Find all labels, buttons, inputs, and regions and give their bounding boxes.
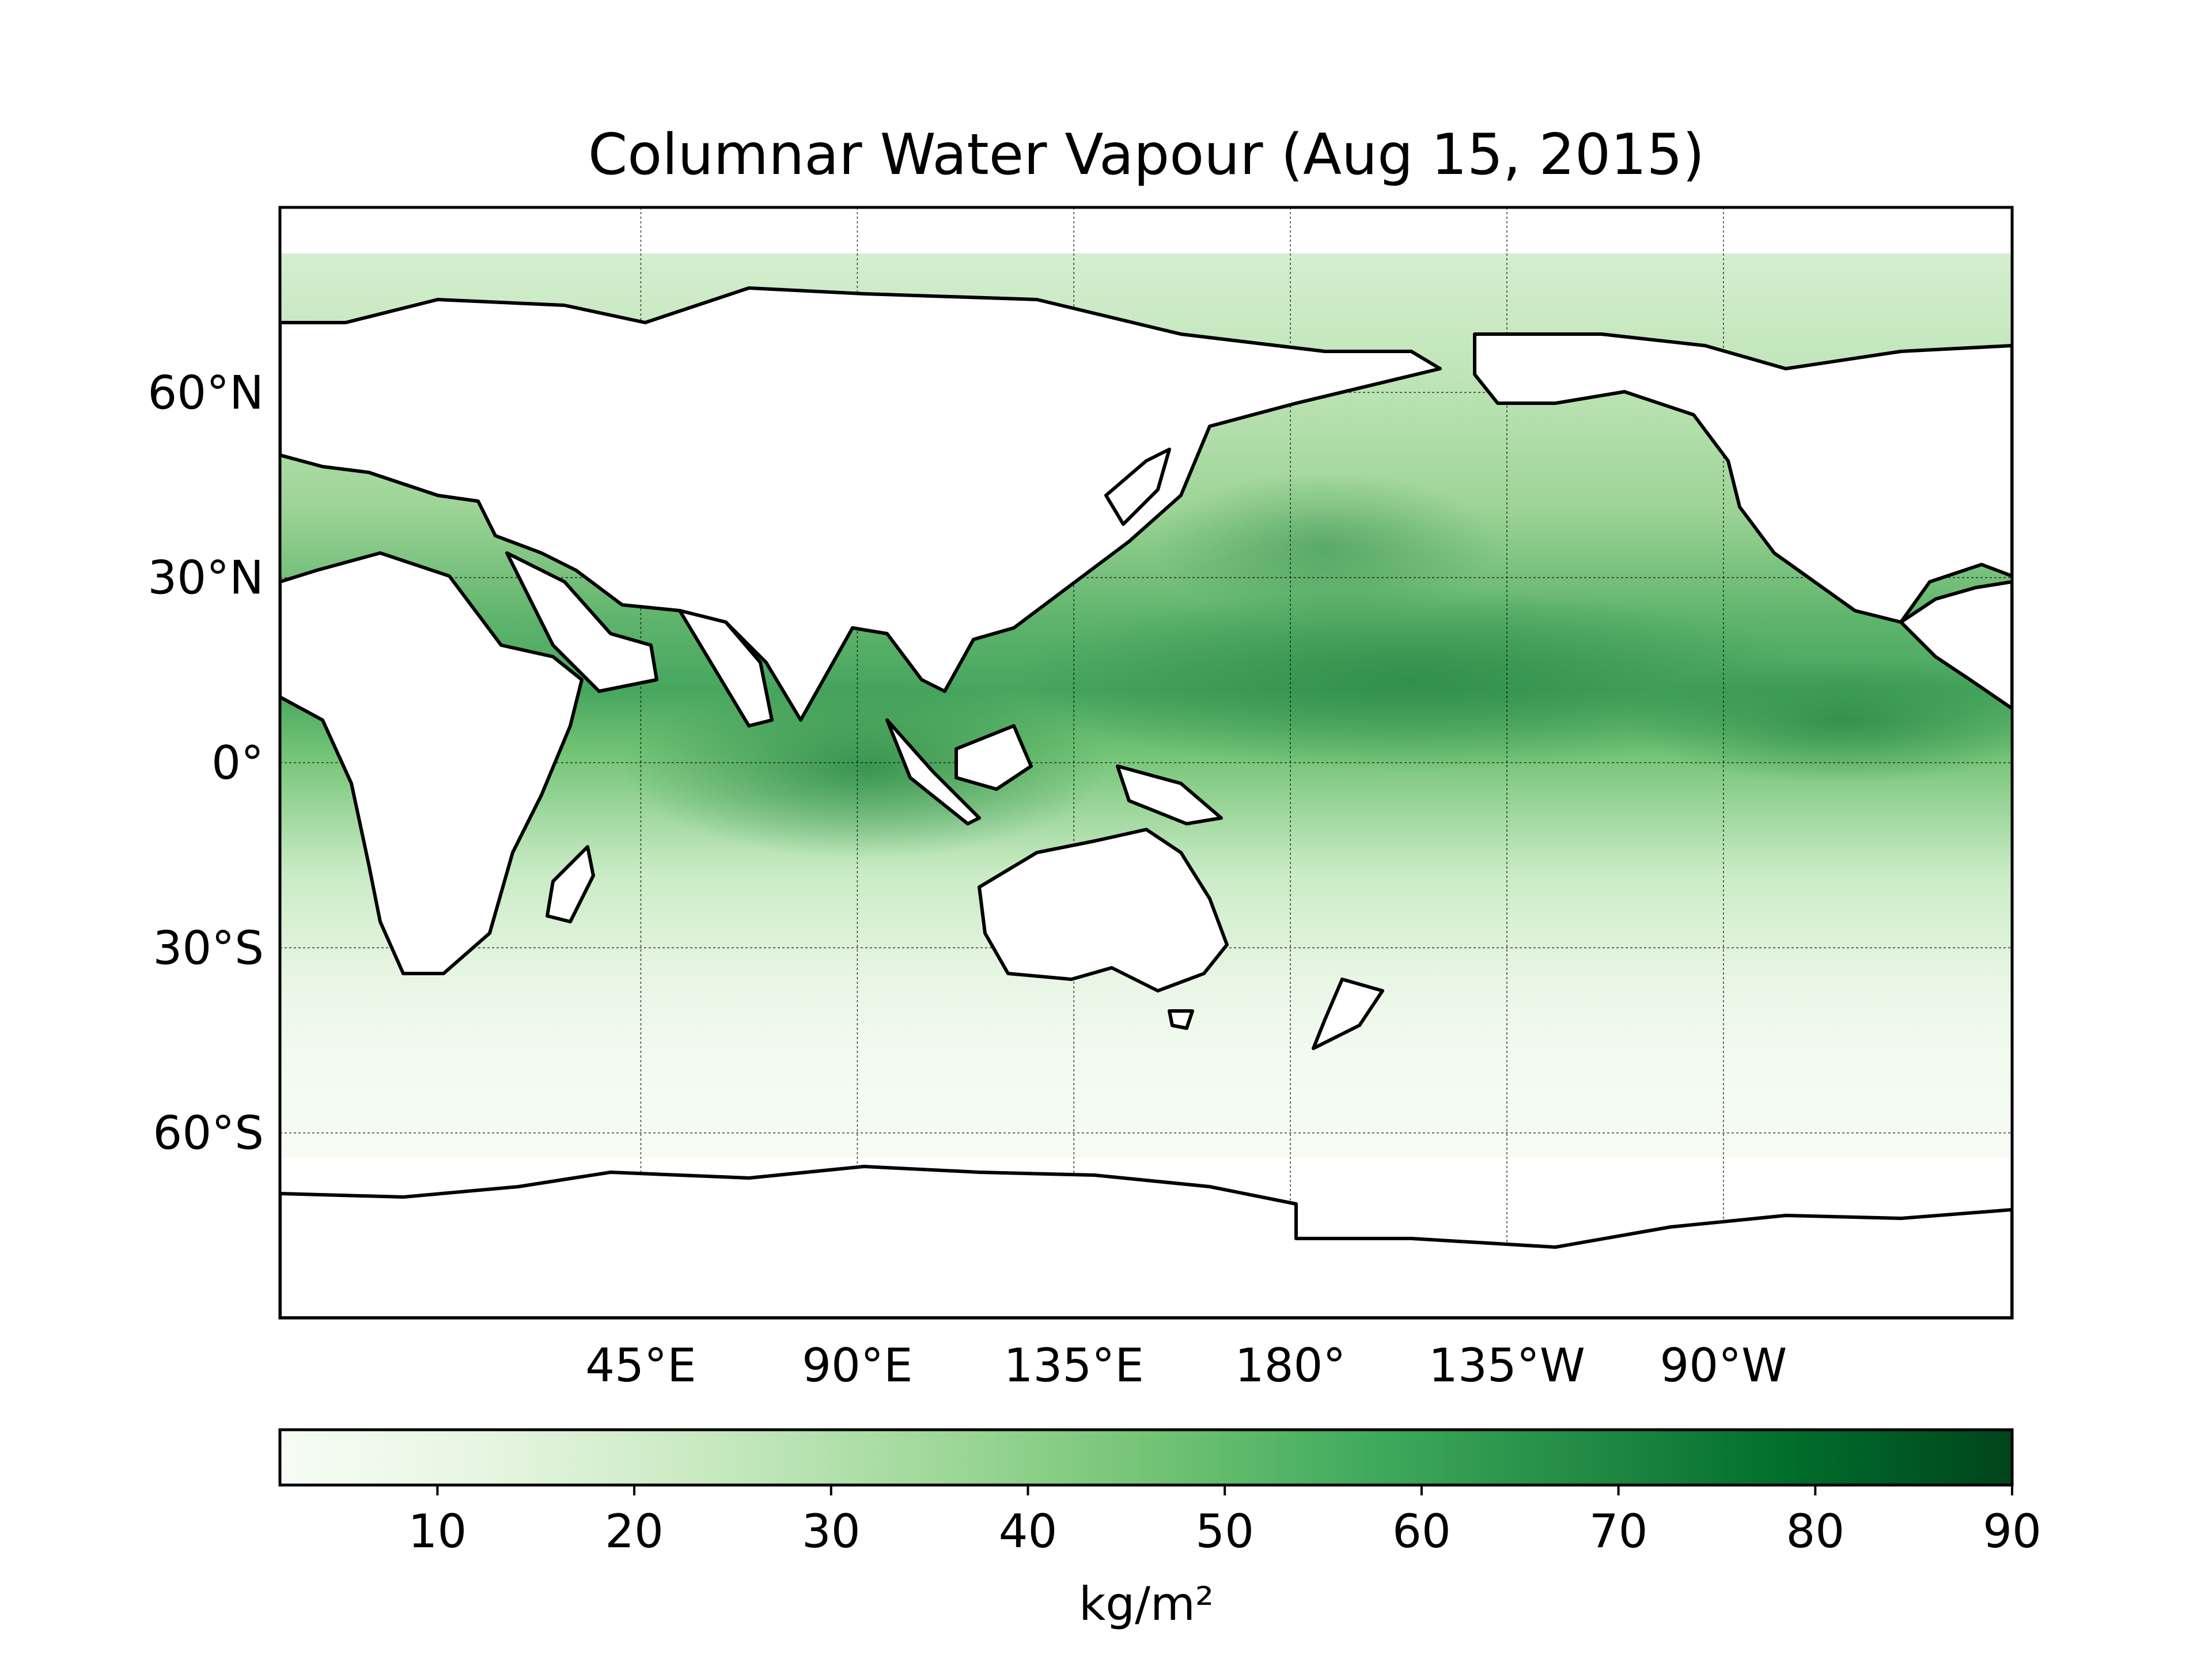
colorbar: 10 20 30 40 50 60 70 80 90 kg/m² bbox=[278, 1428, 2041, 1631]
landmass-new-guinea bbox=[1116, 764, 1223, 825]
moisture-max-north-pacific bbox=[1152, 472, 1498, 622]
lon-tick-label: 180° bbox=[1235, 1339, 1346, 1392]
colorbar-tick-label: 90 bbox=[1983, 1505, 2041, 1558]
map-title: Columnar Water Vapour (Aug 15, 2015) bbox=[588, 122, 1705, 188]
map-axes bbox=[280, 207, 2012, 1318]
landmass-india bbox=[678, 609, 774, 728]
longitude-labels: 45°E 90°E 135°E 180° 135°W 90°W bbox=[585, 1339, 1787, 1392]
landmass-eurasia bbox=[280, 286, 1442, 722]
colorbar-ticks: 10 20 30 40 50 60 70 80 90 bbox=[408, 1485, 2041, 1558]
landmass-sumatra bbox=[885, 718, 981, 825]
moisture-max-indian-ocean bbox=[622, 674, 1106, 858]
colorbar-tick-label: 20 bbox=[605, 1505, 664, 1558]
colorbar-tick-label: 40 bbox=[999, 1505, 1058, 1558]
lat-tick-label: 30°S bbox=[153, 921, 264, 975]
colorbar-tick-label: 60 bbox=[1392, 1505, 1451, 1558]
lon-tick-label: 90°W bbox=[1660, 1339, 1787, 1392]
colorbar-tick-label: 80 bbox=[1786, 1505, 1844, 1558]
map-frame bbox=[278, 206, 2014, 1320]
lon-tick-label: 45°E bbox=[585, 1339, 696, 1392]
lon-tick-label: 135°E bbox=[1004, 1339, 1144, 1392]
land-masses bbox=[280, 286, 2012, 1318]
lat-tick-label: 30°N bbox=[147, 551, 264, 605]
landmass-tasmania bbox=[1168, 1009, 1194, 1030]
colorbar-tick-label: 10 bbox=[408, 1505, 467, 1558]
landmass-borneo bbox=[955, 724, 1033, 791]
lat-tick-label: 0° bbox=[211, 736, 264, 790]
moisture-max-east-pacific bbox=[1624, 657, 2012, 783]
landmass-new-zealand bbox=[1312, 978, 1384, 1050]
latitude-labels: 60°N 30°N 0° 30°S 60°S bbox=[147, 366, 264, 1160]
lon-tick-label: 135°W bbox=[1429, 1339, 1585, 1392]
lat-tick-label: 60°S bbox=[153, 1107, 264, 1160]
colorbar-label: kg/m² bbox=[1079, 1577, 1214, 1631]
landmass-madagascar bbox=[546, 845, 595, 923]
colorbar-tick-label: 50 bbox=[1195, 1505, 1254, 1558]
colorbar-tick-label: 70 bbox=[1589, 1505, 1648, 1558]
colorbar-gradient bbox=[278, 1428, 2014, 1487]
landmass-africa bbox=[280, 551, 584, 975]
moisture-max-west-pacific bbox=[1008, 588, 1815, 772]
landmass-antarctica bbox=[280, 1165, 2012, 1318]
colorbar-tick-label: 30 bbox=[802, 1505, 861, 1558]
landmass-gulf-mexico-coast bbox=[1899, 580, 2012, 710]
landmass-japan bbox=[1104, 448, 1171, 526]
lon-tick-label: 90°E bbox=[802, 1339, 912, 1392]
landmass-arabia bbox=[505, 551, 658, 693]
lat-tick-label: 60°N bbox=[147, 366, 264, 419]
landmass-north-america bbox=[1473, 332, 2012, 624]
landmass-australia bbox=[978, 828, 1229, 993]
